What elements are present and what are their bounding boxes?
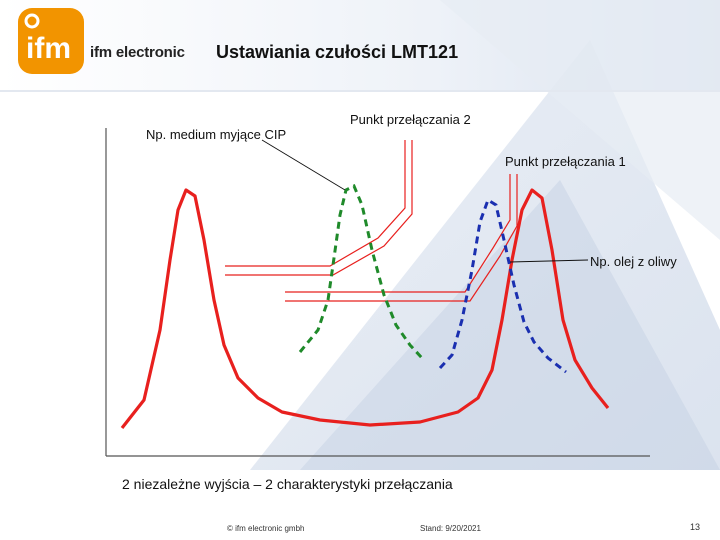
cip-medium-label: Np. medium myjące CIP <box>146 127 287 142</box>
ifm-logo: ifm <box>18 8 84 74</box>
oil-callout-line <box>509 259 589 263</box>
diagram-caption: 2 niezależne wyjścia – 2 charakterystyki… <box>122 476 453 492</box>
oil-label: Np. olej z oliwy <box>590 254 677 269</box>
switch-point-1-label: Punkt przełączania 1 <box>505 154 626 169</box>
logo-text: ifm <box>26 32 71 65</box>
brand-name: ifm electronic <box>90 44 185 61</box>
footer-date: Stand: 9/20/2021 <box>420 524 481 533</box>
switch-point-2-line <box>225 140 413 276</box>
main-characteristic-curve <box>120 188 610 429</box>
cip-medium-curve <box>298 183 424 360</box>
cip-callout-line <box>261 139 346 191</box>
switch-point-2-label: Punkt przełączania 2 <box>350 112 471 127</box>
page-number: 13 <box>690 522 701 532</box>
oil-curve <box>438 197 567 374</box>
page-title: Ustawiania czułości LMT121 <box>216 42 459 62</box>
footer-copyright: © ifm electronic gmbh <box>227 524 305 533</box>
switch-point-1-line <box>285 174 518 302</box>
